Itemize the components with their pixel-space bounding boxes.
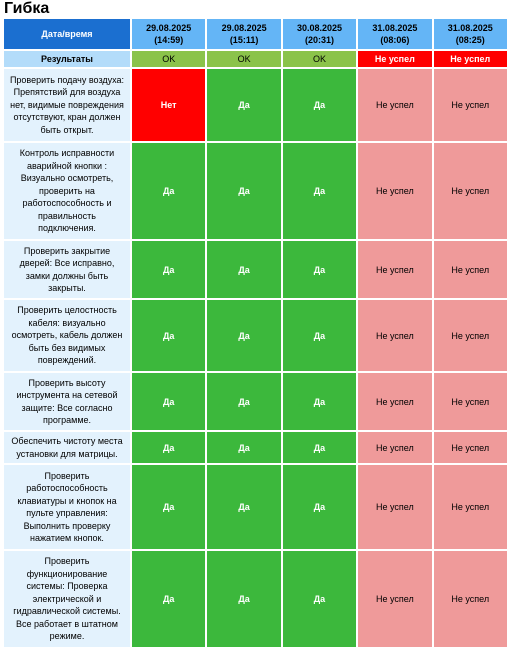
answer-cell[interactable]: Да xyxy=(132,373,206,430)
check-question: Обеспечить чистоту места установки для м… xyxy=(4,432,130,463)
answer-cell[interactable]: Да xyxy=(207,465,281,549)
answer-cell[interactable]: Не успел xyxy=(358,143,432,239)
answer-cell[interactable]: Не успел xyxy=(358,465,432,549)
table-row: Проверить работоспособность клавиатуры и… xyxy=(4,465,507,549)
date-text: 31.08.2025 xyxy=(372,23,418,33)
answer-cell[interactable]: Не успел xyxy=(358,241,432,298)
answer-cell[interactable]: Не успел xyxy=(358,551,432,647)
check-question: Проверить закрытие дверей: Все исправно,… xyxy=(4,241,130,298)
answer-cell[interactable]: Да xyxy=(132,241,206,298)
header-row: Дата/время 29.08.2025 (14:59) 29.08.2025 (… xyxy=(4,19,507,49)
answer-cell[interactable]: Да xyxy=(132,300,206,371)
answer-cell[interactable]: Да xyxy=(207,373,281,430)
answer-cell[interactable]: Да xyxy=(282,432,357,463)
date-text: 29.08.2025 xyxy=(221,23,267,33)
check-question: Проверить подачу воздуха: Препятствий дл… xyxy=(4,69,130,141)
answer-cell[interactable]: Не успел xyxy=(358,300,432,371)
answer-cell[interactable]: Да xyxy=(207,551,281,647)
answer-cell[interactable]: Не успел xyxy=(358,69,432,141)
answer-cell[interactable]: Да xyxy=(282,373,357,430)
time-text: (08:06) xyxy=(380,35,410,45)
answer-cell[interactable]: Да xyxy=(132,143,206,239)
answer-cell[interactable]: Да xyxy=(282,69,357,141)
check-question: Проверить функционирование системы: Пров… xyxy=(4,551,130,647)
answer-cell[interactable]: Да xyxy=(282,143,357,239)
date-header-4[interactable]: 31.08.2025 (08:06) xyxy=(358,19,432,49)
date-header-3[interactable]: 30.08.2025 (20:31) xyxy=(282,19,357,49)
date-text: 31.08.2025 xyxy=(447,23,493,33)
answer-cell[interactable]: Не успел xyxy=(433,69,507,141)
answer-cell[interactable]: Нет xyxy=(132,69,206,141)
table-row: Проверить функционирование системы: Пров… xyxy=(4,551,507,647)
check-question: Проверить высоту инструмента на сетевой … xyxy=(4,373,130,430)
date-header-2[interactable]: 29.08.2025 (15:11) xyxy=(207,19,281,49)
result-badge-2: OK xyxy=(207,51,281,67)
result-badge-5: Не успел xyxy=(433,51,507,67)
answer-cell[interactable]: Да xyxy=(132,465,206,549)
table-row: Проверить закрытие дверей: Все исправно,… xyxy=(4,241,507,298)
table-row: Контроль исправности аварийной кнопки : … xyxy=(4,143,507,239)
answer-cell[interactable]: Да xyxy=(207,432,281,463)
answer-cell[interactable]: Не успел xyxy=(433,241,507,298)
table-row: Проверить подачу воздуха: Препятствий дл… xyxy=(4,69,507,141)
results-row: Результаты OK OK OK Не успел Не успел xyxy=(4,51,507,67)
check-question: Проверить работоспособность клавиатуры и… xyxy=(4,465,130,549)
time-text: (08:25) xyxy=(455,35,485,45)
date-text: 30.08.2025 xyxy=(296,23,342,33)
answer-cell[interactable]: Да xyxy=(132,551,206,647)
answer-cell[interactable]: Не успел xyxy=(358,373,432,430)
answer-cell[interactable]: Не успел xyxy=(433,432,507,463)
answer-cell[interactable]: Не успел xyxy=(433,300,507,371)
page-title: Гибка xyxy=(4,0,50,17)
time-text: (20:31) xyxy=(304,35,334,45)
checklist-table: Дата/время 29.08.2025 (14:59) 29.08.2025 (… xyxy=(2,17,509,649)
answer-cell[interactable]: Не успел xyxy=(358,432,432,463)
answer-cell[interactable]: Не успел xyxy=(433,465,507,549)
answer-cell[interactable]: Да xyxy=(207,241,281,298)
result-badge-4: Не успел xyxy=(358,51,432,67)
table-row: Обеспечить чистоту места установки для м… xyxy=(4,432,507,463)
results-label: Результаты xyxy=(4,51,130,67)
result-badge-1: OK xyxy=(132,51,206,67)
check-question: Контроль исправности аварийной кнопки : … xyxy=(4,143,130,239)
time-text: (14:59) xyxy=(154,35,184,45)
answer-cell[interactable]: Да xyxy=(282,551,357,647)
answer-cell[interactable]: Не успел xyxy=(433,551,507,647)
answer-cell[interactable]: Да xyxy=(207,69,281,141)
answer-cell[interactable]: Да xyxy=(132,432,206,463)
datetime-header: Дата/время xyxy=(4,19,130,49)
result-badge-3: OK xyxy=(282,51,357,67)
answer-cell[interactable]: Не успел xyxy=(433,143,507,239)
table-row: Проверить высоту инструмента на сетевой … xyxy=(4,373,507,430)
table-row: Проверить целостность кабеля: визуально … xyxy=(4,300,507,371)
date-header-1[interactable]: 29.08.2025 (14:59) xyxy=(132,19,206,49)
answer-cell[interactable]: Да xyxy=(282,241,357,298)
time-text: (15:11) xyxy=(229,35,259,45)
answer-cell[interactable]: Да xyxy=(282,465,357,549)
date-text: 29.08.2025 xyxy=(146,23,192,33)
date-header-5[interactable]: 31.08.2025 (08:25) xyxy=(433,19,507,49)
answer-cell[interactable]: Да xyxy=(207,300,281,371)
answer-cell[interactable]: Да xyxy=(207,143,281,239)
answer-cell[interactable]: Не успел xyxy=(433,373,507,430)
answer-cell[interactable]: Да xyxy=(282,300,357,371)
check-question: Проверить целостность кабеля: визуально … xyxy=(4,300,130,371)
